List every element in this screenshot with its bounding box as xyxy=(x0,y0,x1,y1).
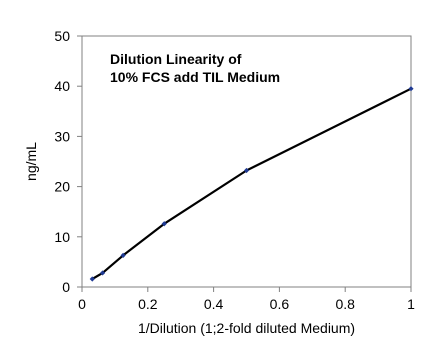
y-tick-label: 50 xyxy=(54,28,70,44)
x-tick-label: 0.8 xyxy=(335,296,355,312)
x-tick-label: 0 xyxy=(78,296,86,312)
chart-title-line-1: Dilution Linearity of xyxy=(110,51,242,67)
x-axis-ticks: 0 0.2 0.4 0.6 0.8 1 xyxy=(78,287,415,312)
y-axis-ticks: 0 10 20 30 40 50 xyxy=(54,28,82,295)
x-tick-label: 0.2 xyxy=(138,296,158,312)
data-point-marker xyxy=(161,221,167,227)
data-markers xyxy=(89,86,414,282)
data-point-marker xyxy=(99,270,106,276)
x-axis-title: 1/Dilution (1;2-fold diluted Medium) xyxy=(138,320,355,336)
data-point-marker xyxy=(243,167,250,174)
chart-title-line-2: 10% FCS add TIL Medium xyxy=(110,69,280,85)
y-tick-label: 30 xyxy=(54,128,70,144)
y-tick-label: 10 xyxy=(54,229,70,245)
y-axis-title: ng/mL xyxy=(23,142,39,181)
data-point-marker xyxy=(89,276,95,282)
x-tick-label: 0.4 xyxy=(204,296,224,312)
y-tick-label: 40 xyxy=(54,78,70,94)
y-tick-label: 0 xyxy=(62,279,70,295)
y-tick-label: 20 xyxy=(54,179,70,195)
data-point-marker xyxy=(120,252,126,258)
series-line xyxy=(91,87,412,280)
x-tick-label: 0.6 xyxy=(270,296,290,312)
x-tick-label: 1 xyxy=(407,296,415,312)
data-point-marker xyxy=(408,86,414,92)
